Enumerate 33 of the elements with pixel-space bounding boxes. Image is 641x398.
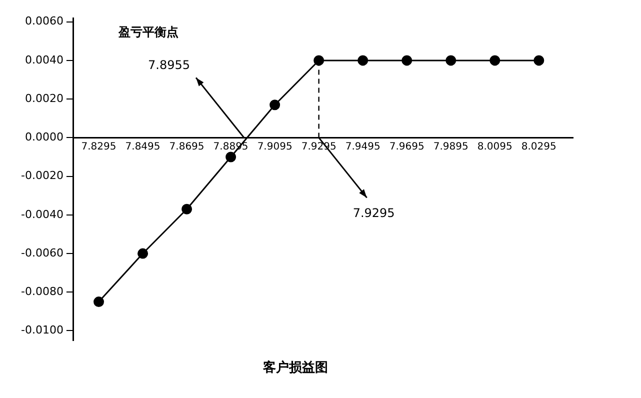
- point: [358, 55, 368, 66]
- y-tick-label: 0.0020: [24, 92, 64, 105]
- y-tick-label: 0.0060: [24, 14, 64, 28]
- point: [226, 152, 236, 162]
- point: [314, 55, 324, 66]
- x-tick-label: 8.0095: [477, 141, 512, 152]
- point: [182, 204, 192, 214]
- point: [402, 55, 412, 66]
- y-tick-label: -0.0060: [20, 246, 64, 260]
- point: [490, 55, 500, 66]
- x-tick-label: 7.9695: [389, 141, 424, 152]
- annotation: 7.8955: [148, 58, 190, 72]
- x-tick-label: 7.9895: [433, 141, 468, 152]
- point: [138, 248, 148, 259]
- point: [446, 55, 456, 66]
- x-tick-label: 8.0295: [521, 141, 556, 152]
- x-tick-label: 7.8295: [81, 141, 116, 152]
- annotation: 7.9295: [352, 206, 395, 220]
- point: [94, 296, 104, 308]
- annotation: 盈亏平衡点: [117, 25, 178, 40]
- y-tick-label: 0.0040: [24, 53, 64, 66]
- point: [270, 100, 280, 110]
- y-tick-label: 0.0000: [24, 130, 64, 144]
- x-tick-label: 7.9495: [345, 141, 380, 152]
- x-tick-label: 7.9095: [257, 141, 292, 152]
- point: [534, 55, 544, 66]
- x-tick-label: 7.8695: [169, 141, 204, 152]
- y-tick-label: -0.0020: [20, 169, 64, 182]
- x-tick-label: 7.8495: [125, 141, 160, 152]
- text: 客户损益图: [262, 360, 328, 376]
- y-tick-label: -0.0080: [20, 284, 64, 298]
- y-tick-label: -0.0040: [20, 208, 64, 221]
- y-tick-label: -0.0100: [20, 324, 64, 337]
